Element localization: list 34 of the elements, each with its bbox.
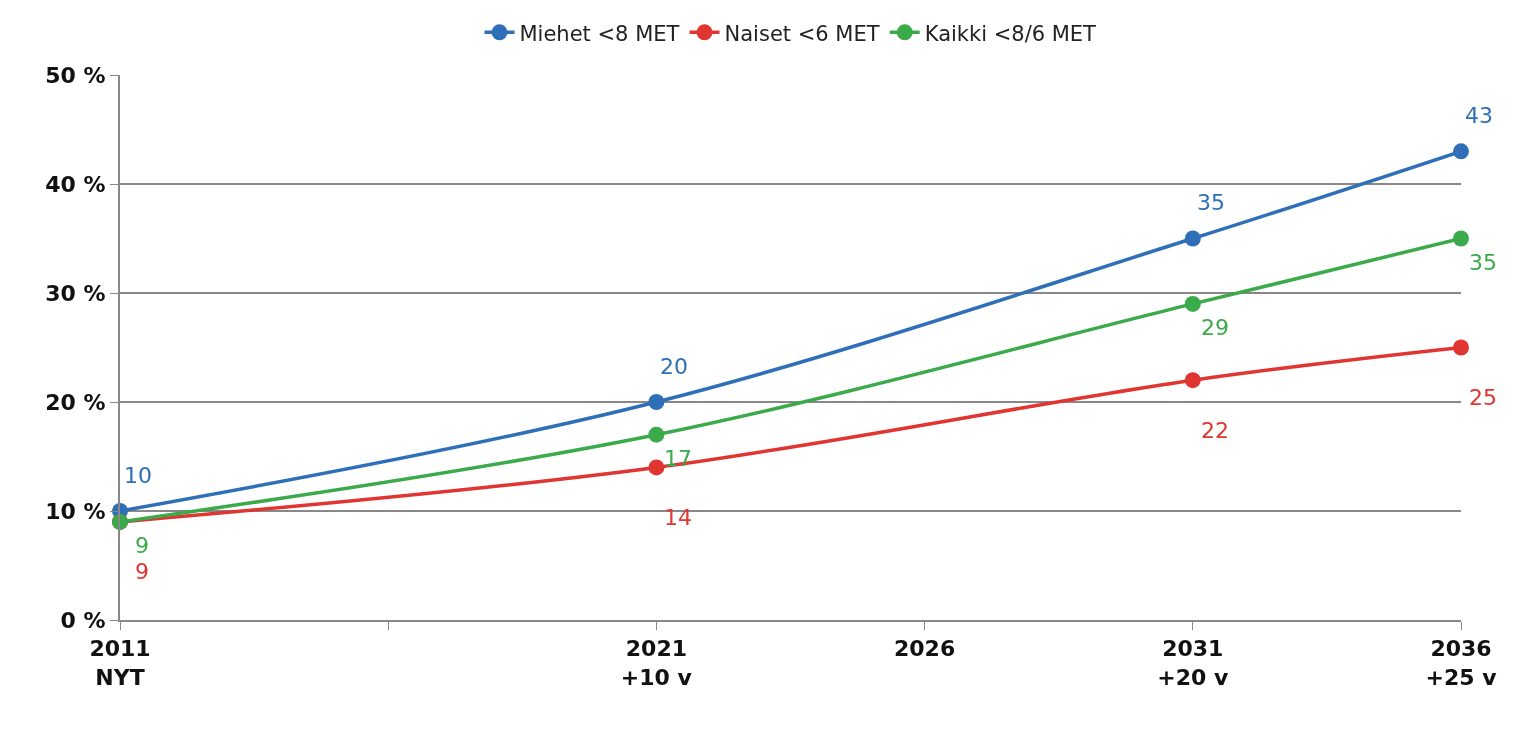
data-label: 22 (1201, 418, 1229, 443)
legend-label: Kaikki <8/6 MET (924, 21, 1097, 46)
point (1184, 372, 1201, 389)
y-tick-label: 20 % (45, 389, 106, 415)
point (648, 394, 665, 410)
legend-label: Miehet <8 MET (519, 21, 680, 46)
x-tick-label: 2026 (893, 636, 956, 662)
point (1453, 143, 1469, 160)
data-label: 43 (1465, 103, 1493, 128)
data-label: 9 (135, 533, 149, 558)
data-label: 35 (1197, 190, 1225, 215)
y-tick-label: 40 % (45, 171, 106, 197)
y-tick-label: 30 % (45, 280, 106, 306)
point (1184, 295, 1201, 312)
data-label: 9 (135, 559, 149, 584)
point (1453, 339, 1469, 356)
x-tick-label: 2036 +25 v (1425, 636, 1498, 690)
x-tick-label: 2021 +10 v (620, 636, 693, 690)
y-tick-label: 10 % (45, 498, 106, 524)
data-label: 25 (1469, 385, 1497, 410)
point (1184, 230, 1201, 247)
x-tick-label: 2011 NYT (89, 636, 151, 690)
data-label: 14 (664, 505, 692, 530)
x-tick-label: 2031 +20 v (1157, 636, 1229, 690)
data-label: 29 (1201, 315, 1229, 340)
y-tick-label: 0 % (60, 607, 106, 633)
point (648, 426, 665, 443)
data-label: 35 (1469, 250, 1497, 275)
data-label: 20 (660, 354, 688, 379)
y-tick-label: 50 % (45, 62, 106, 88)
point (648, 459, 665, 476)
legend-label: Naiset <6 MET (724, 21, 880, 46)
data-label: 10 (124, 463, 152, 488)
point (1453, 230, 1469, 247)
